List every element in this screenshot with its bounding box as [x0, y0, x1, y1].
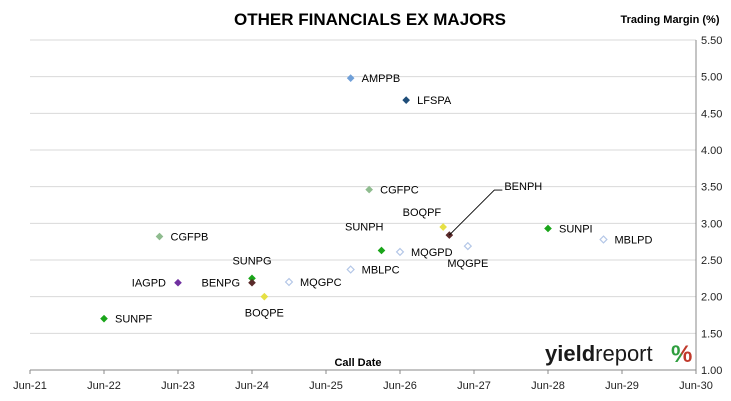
y-tick-label: 2.00: [701, 292, 722, 304]
logo-text-light: report: [595, 341, 652, 366]
x-tick-label: Jun-23: [161, 380, 195, 392]
point-cgfpb: [155, 232, 164, 241]
point-label-benph: BENPH: [504, 181, 542, 193]
y-tick-label: 1.00: [701, 365, 722, 377]
y-tick-label: 3.00: [701, 218, 722, 230]
point-cgfpc: [365, 185, 373, 194]
y-axis-title: Trading Margin (%): [621, 14, 720, 26]
point-label-mqgpe: MQGPE: [447, 258, 488, 270]
x-tick-label: Jun-30: [679, 380, 713, 392]
point-label-boqpf: BOQPF: [403, 207, 442, 219]
point-label-cgfpb: CGFPB: [171, 232, 209, 244]
y-tick-labels: 1.00 1.50 2.00 2.50 3.00 3.50 4.00 4.50 5.00 5.50: [701, 35, 722, 377]
point-mblpd: [599, 235, 608, 244]
y-tick-label: 4.50: [701, 108, 722, 120]
svg-text:yieldreport: yieldreport: [545, 341, 653, 366]
point-sunpi: [544, 224, 552, 233]
logo-percent: %: [671, 341, 692, 368]
y-tick-label: 5.00: [701, 72, 722, 84]
y-tick-label: 5.50: [701, 35, 722, 47]
y-tick-label: 3.50: [701, 182, 722, 194]
logo-text-bold: yield: [545, 341, 595, 366]
point-label-amppb: AMPPB: [362, 73, 401, 85]
point-label-boqpe: BOQPE: [245, 308, 284, 320]
point-label-mblpc: MBLPC: [362, 265, 400, 277]
point-mqgpd: [395, 247, 405, 257]
point-label-cgfpc: CGFPC: [380, 185, 419, 197]
gridlines: [30, 39, 696, 371]
point-label-sunpf: SUNPF: [115, 314, 153, 326]
x-tick-label: Jun-26: [383, 380, 417, 392]
yieldreport-logo: yieldreport %: [545, 341, 692, 368]
data-points: [100, 74, 608, 323]
y-tick-label: 1.50: [701, 328, 722, 340]
point-mqgpe: [463, 241, 473, 251]
point-iagpd: [174, 278, 182, 287]
point-label-lfspa: LFSPA: [417, 95, 452, 107]
x-tick-label: Jun-21: [13, 380, 47, 392]
point-label-sunpi: SUNPI: [559, 223, 593, 235]
point-label-mblpd: MBLPD: [615, 234, 653, 246]
point-label-iagpd: IAGPD: [132, 278, 166, 290]
x-tick-label: Jun-29: [605, 380, 639, 392]
point-label-sunpg: SUNPG: [232, 255, 271, 267]
point-mblpc: [346, 265, 355, 274]
chart-title: OTHER FINANCIALS EX MAJORS: [234, 10, 506, 29]
point-lfspa: [402, 96, 410, 104]
x-tick-label: Jun-25: [309, 380, 343, 392]
x-tick-label: Jun-22: [87, 380, 121, 392]
point-benpg: [248, 278, 256, 287]
x-tick-label: Jun-24: [235, 380, 269, 392]
x-tick-labels: Jun-21 Jun-22 Jun-23 Jun-24 Jun-25 Jun-26 Jun-…: [13, 370, 713, 392]
point-boqpe: [260, 292, 269, 301]
y-tick-label: 2.50: [701, 255, 722, 267]
point-sunpf: [100, 314, 108, 323]
point-label-mqgpd: MQGPD: [411, 247, 453, 259]
x-tick-label: Jun-28: [531, 380, 565, 392]
point-label-benpg: BENPG: [201, 278, 240, 290]
point-amppb: [346, 74, 355, 82]
point-sunph: [377, 246, 386, 255]
benph-leader-line: [449, 189, 503, 236]
x-axis-title: Call Date: [334, 357, 381, 369]
point-boqpf: [439, 223, 447, 231]
x-tick-label: Jun-27: [457, 380, 491, 392]
point-labels: AMPPB LFSPA CGFPC BENPH BOQPF SUNPI MBLPD CGFPB…: [115, 73, 652, 326]
point-mqgpc: [284, 277, 294, 287]
point-label-sunph: SUNPH: [345, 221, 384, 233]
y-tick-label: 4.00: [701, 145, 722, 157]
point-label-mqgpc: MQGPC: [300, 277, 342, 289]
axes: [30, 40, 697, 371]
